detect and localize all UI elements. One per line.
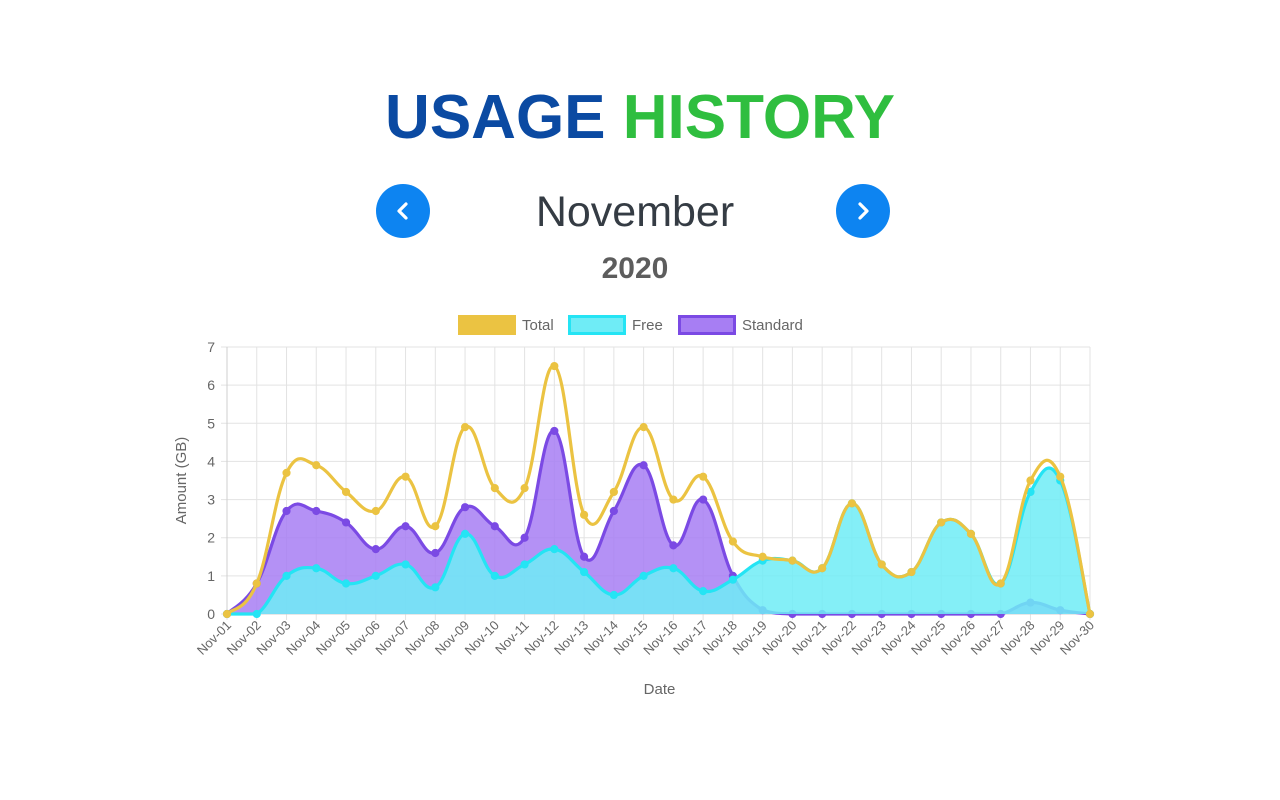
point-total-nov-09	[460, 423, 470, 432]
area-standard	[227, 430, 1090, 614]
point-total-nov-02	[252, 579, 261, 588]
y-tick-label: 6	[207, 377, 215, 393]
point-total-nov-27	[996, 579, 1005, 588]
point-standard-nov-14	[609, 506, 618, 516]
point-standard-nov-08	[431, 548, 440, 558]
y-tick-label: 5	[207, 415, 215, 431]
y-axis-title: Amount (GB)	[173, 437, 190, 525]
legend-swatch-free	[568, 315, 626, 335]
point-total-nov-22	[847, 499, 857, 508]
month-label: November	[535, 188, 735, 236]
point-standard-nov-12	[550, 426, 559, 436]
point-free-nov-04	[312, 564, 321, 573]
x-tick-label: Nov-10	[462, 618, 502, 658]
point-free-nov-15	[639, 571, 648, 580]
area-free	[227, 467, 1090, 614]
y-tick-label: 4	[207, 453, 215, 469]
point-standard-nov-03	[282, 506, 291, 516]
chevron-left-icon	[397, 202, 408, 220]
point-free-nov-16	[669, 564, 678, 573]
legend-swatch-standard	[678, 315, 736, 335]
page-title: USAGE HISTORY	[0, 78, 1280, 158]
point-free-nov-06	[371, 571, 380, 580]
point-free-nov-17	[699, 587, 708, 596]
point-total-nov-28	[1026, 476, 1035, 485]
point-total-nov-07	[401, 472, 410, 481]
point-standard-nov-10	[490, 522, 499, 531]
point-free-nov-11	[520, 560, 529, 569]
point-standard-nov-09	[460, 503, 470, 512]
point-free-nov-03	[282, 571, 291, 580]
point-standard-nov-17	[699, 495, 708, 504]
y-tick-label: 7	[207, 339, 215, 355]
point-free-nov-05	[341, 579, 351, 588]
next-month-button[interactable]	[836, 184, 890, 238]
point-total-nov-20	[788, 556, 797, 565]
point-free-nov-08	[431, 583, 440, 592]
point-standard-nov-16	[669, 541, 678, 550]
point-total-nov-08	[431, 522, 440, 531]
previous-month-button[interactable]	[376, 184, 430, 238]
year-label: 2020	[601, 252, 669, 285]
point-total-nov-26	[966, 529, 976, 539]
point-standard-nov-06	[371, 545, 380, 554]
point-free-nov-13	[580, 567, 589, 577]
title-word-usage: USAGE	[385, 83, 606, 152]
point-total-nov-05	[341, 487, 351, 497]
point-standard-nov-04	[312, 506, 321, 516]
point-total-nov-25	[937, 518, 946, 527]
point-total-nov-19	[758, 552, 767, 561]
point-total-nov-16	[669, 495, 678, 504]
point-standard-nov-11	[520, 533, 529, 542]
point-total-nov-13	[580, 510, 589, 519]
point-free-nov-09	[460, 529, 470, 539]
point-free-nov-18	[728, 575, 737, 584]
point-total-nov-29	[1056, 472, 1065, 481]
point-free-nov-02	[252, 609, 261, 619]
point-total-nov-11	[520, 484, 529, 493]
x-axis-title: Date	[644, 681, 676, 698]
point-total-nov-04	[312, 461, 321, 470]
y-tick-label: 0	[207, 606, 215, 622]
point-standard-nov-07	[401, 522, 410, 531]
legend-swatch-total	[458, 315, 516, 335]
title-word-history: HISTORY	[622, 83, 895, 152]
point-total-nov-15	[639, 423, 648, 432]
point-free-nov-14	[609, 590, 618, 600]
y-tick-label: 3	[207, 492, 215, 508]
point-free-nov-12	[550, 545, 559, 554]
point-standard-nov-13	[580, 552, 589, 561]
series-total	[222, 361, 1095, 619]
point-total-nov-30	[1085, 609, 1095, 619]
point-total-nov-24	[907, 567, 916, 577]
point-total-nov-18	[728, 537, 737, 546]
point-free-nov-07	[401, 560, 410, 569]
point-total-nov-23	[877, 560, 886, 569]
point-free-nov-10	[490, 571, 499, 580]
legend-label-free: Free	[632, 317, 663, 334]
y-tick-label: 2	[207, 530, 215, 546]
point-standard-nov-05	[341, 518, 351, 527]
y-tick-label: 1	[207, 568, 215, 584]
point-total-nov-12	[550, 361, 559, 371]
point-total-nov-14	[609, 487, 618, 497]
point-total-nov-10	[490, 484, 499, 493]
legend-label-standard: Standard	[742, 317, 803, 334]
point-total-nov-03	[282, 468, 291, 477]
chevron-right-icon	[858, 202, 869, 220]
point-total-nov-01	[222, 609, 232, 619]
point-standard-nov-15	[639, 461, 648, 470]
point-total-nov-06	[371, 506, 380, 516]
x-tick-label: Nov-30	[1057, 618, 1097, 658]
legend-label-total: Total	[522, 317, 554, 334]
point-total-nov-21	[818, 564, 827, 573]
point-total-nov-17	[699, 472, 708, 481]
